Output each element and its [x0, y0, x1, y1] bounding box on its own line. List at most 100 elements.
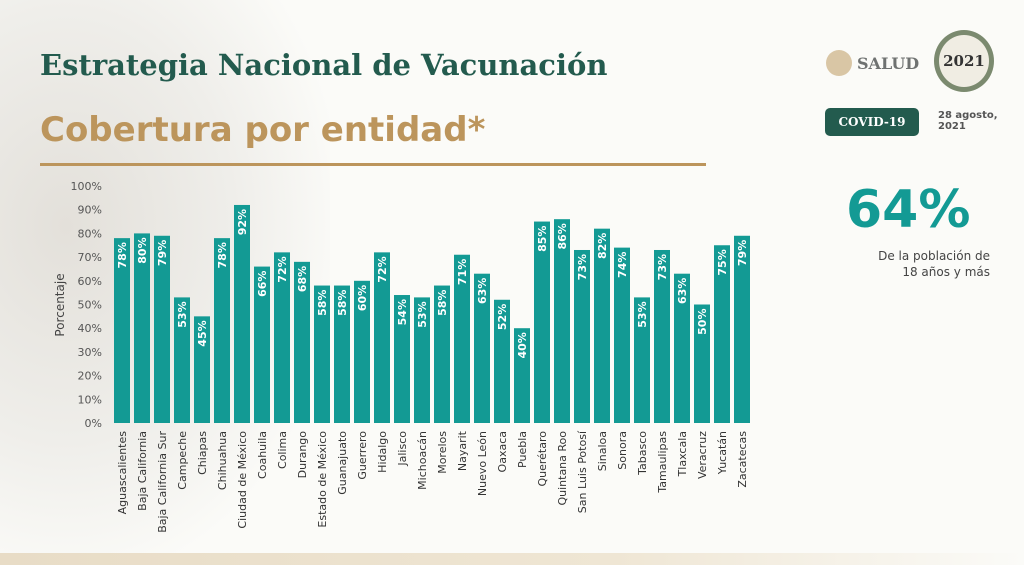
- data-label: 79%: [156, 240, 169, 266]
- bar: [454, 254, 470, 423]
- data-label: 72%: [276, 256, 289, 282]
- data-label: 60%: [356, 285, 369, 311]
- x-tick-label: Guanajuato: [336, 431, 349, 495]
- bar: [434, 285, 450, 423]
- x-tick-label: Jalisco: [396, 431, 409, 467]
- x-tick-label: Zacatecas: [736, 431, 749, 488]
- data-label: 73%: [656, 254, 669, 280]
- x-tick-label: Sinaloa: [596, 431, 609, 471]
- data-label: 92%: [236, 209, 249, 235]
- bar: [694, 304, 710, 423]
- data-label: 68%: [296, 266, 309, 292]
- bar: [734, 235, 750, 423]
- data-label: 80%: [136, 237, 149, 263]
- bar: [174, 297, 190, 423]
- bar: [714, 245, 730, 423]
- y-tick-label: 0%: [85, 417, 102, 430]
- bar: [534, 221, 550, 423]
- x-tick-label: Baja California Sur: [156, 431, 169, 533]
- x-tick-label: Baja California: [136, 431, 149, 511]
- x-tick-label: Quintana Roo: [556, 431, 569, 506]
- date-label: 28 agosto, 2021: [938, 110, 998, 132]
- bar: [614, 247, 630, 423]
- y-tick-label: 100%: [71, 180, 102, 193]
- bar: [394, 295, 410, 423]
- bar: [254, 266, 270, 423]
- x-tick-label: Campeche: [176, 431, 189, 490]
- bar: [374, 252, 390, 423]
- x-tick-label: San Luis Potosí: [576, 430, 589, 513]
- x-tick-label: Nayarit: [456, 430, 469, 471]
- bar: [514, 328, 530, 423]
- data-label: 58%: [336, 290, 349, 316]
- x-tick-label: Nuevo León: [476, 431, 489, 496]
- data-label: 58%: [436, 290, 449, 316]
- x-tick-label: Chiapas: [196, 431, 209, 475]
- x-tick-label: Durango: [296, 431, 309, 479]
- salud-logo-text: SALUD: [857, 53, 920, 73]
- data-label: 75%: [716, 249, 729, 275]
- data-label: 79%: [736, 240, 749, 266]
- x-tick-label: Chihuahua: [216, 431, 229, 490]
- data-label: 82%: [596, 233, 609, 259]
- data-label: 63%: [476, 278, 489, 304]
- data-label: 71%: [456, 259, 469, 285]
- y-tick-label: 60%: [78, 275, 102, 288]
- page-subtitle: Cobertura por entidad*: [40, 110, 486, 150]
- data-label: 53%: [636, 301, 649, 327]
- bar: [354, 280, 370, 423]
- summary-label: De la población de 18 años y más: [878, 249, 990, 279]
- summary-value: 64%: [846, 180, 971, 240]
- data-label: 86%: [556, 223, 569, 249]
- x-tick-label: Sonora: [616, 431, 629, 470]
- bar: [554, 219, 570, 423]
- y-tick-label: 50%: [78, 299, 102, 312]
- data-label: 73%: [576, 254, 589, 280]
- y-tick-label: 30%: [78, 346, 102, 359]
- data-label: 40%: [516, 332, 529, 358]
- y-tick-label: 10%: [78, 393, 102, 406]
- x-tick-label: Colima: [276, 431, 289, 469]
- x-tick-label: Estado de México: [316, 431, 329, 528]
- bar: [494, 299, 510, 423]
- bar: [234, 204, 250, 423]
- y-tick-label: 40%: [78, 322, 102, 335]
- x-tick-label: Morelos: [436, 431, 449, 474]
- bar: [634, 297, 650, 423]
- bar: [134, 233, 150, 423]
- x-tick-label: Tlaxcala: [676, 431, 689, 477]
- data-label: 78%: [216, 242, 229, 268]
- bar: [194, 316, 210, 423]
- x-tick-label: Puebla: [516, 431, 529, 468]
- y-tick-label: 20%: [78, 370, 102, 383]
- data-label: 54%: [396, 299, 409, 325]
- footer-note: [0, 553, 1024, 565]
- data-label: 72%: [376, 256, 389, 282]
- bar: [154, 235, 170, 423]
- divider: [40, 163, 706, 166]
- x-tick-label: Guerrero: [356, 431, 369, 480]
- x-tick-label: Tamaulipas: [656, 431, 669, 494]
- data-label: 53%: [416, 301, 429, 327]
- x-tick-label: Querétaro: [536, 431, 549, 487]
- bar: [274, 252, 290, 423]
- x-tick-label: Tabasco: [636, 431, 649, 476]
- y-tick-label: 80%: [78, 227, 102, 240]
- page-title: Estrategia Nacional de Vacunación: [40, 48, 608, 82]
- x-tick-label: Veracruz: [696, 431, 709, 479]
- y-tick-label: 70%: [78, 251, 102, 264]
- x-tick-label: Coahuila: [256, 431, 269, 479]
- bar: [574, 249, 590, 423]
- bar: [654, 249, 670, 423]
- bar: [314, 285, 330, 423]
- data-label: 53%: [176, 301, 189, 327]
- bar: [414, 297, 430, 423]
- data-label: 63%: [676, 278, 689, 304]
- x-tick-label: Yucatán: [716, 431, 729, 475]
- data-label: 74%: [616, 252, 629, 278]
- x-tick-label: Michoacán: [416, 431, 429, 490]
- salud-logo: SALUD: [826, 50, 919, 76]
- data-label: 78%: [116, 242, 129, 268]
- bar: [474, 273, 490, 423]
- data-label: 52%: [496, 304, 509, 330]
